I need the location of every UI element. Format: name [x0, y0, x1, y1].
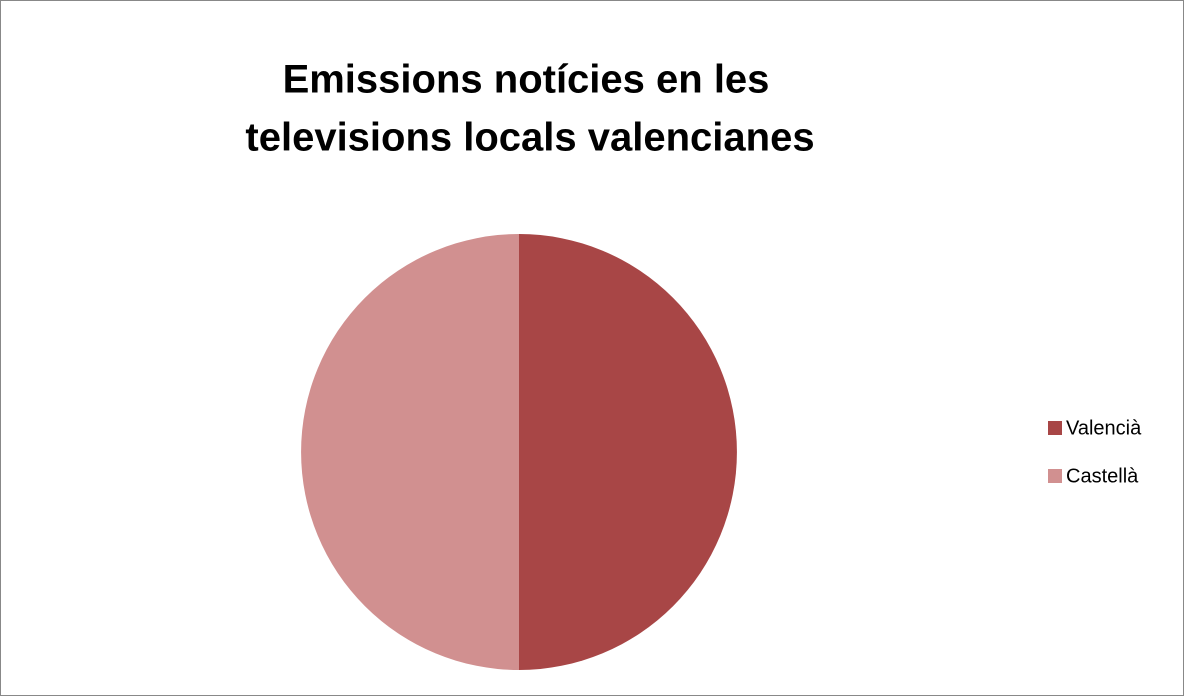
legend-swatch	[1048, 421, 1062, 435]
chart-title: Emissions notícies en les	[283, 58, 770, 102]
chart-title: televisions locals valencianes	[245, 116, 814, 160]
legend-swatch	[1048, 469, 1062, 483]
pie-slice	[301, 234, 519, 670]
legend-label: Castellà	[1066, 465, 1139, 487]
legend-label: Valencià	[1066, 417, 1142, 439]
pie-slice	[519, 234, 737, 670]
